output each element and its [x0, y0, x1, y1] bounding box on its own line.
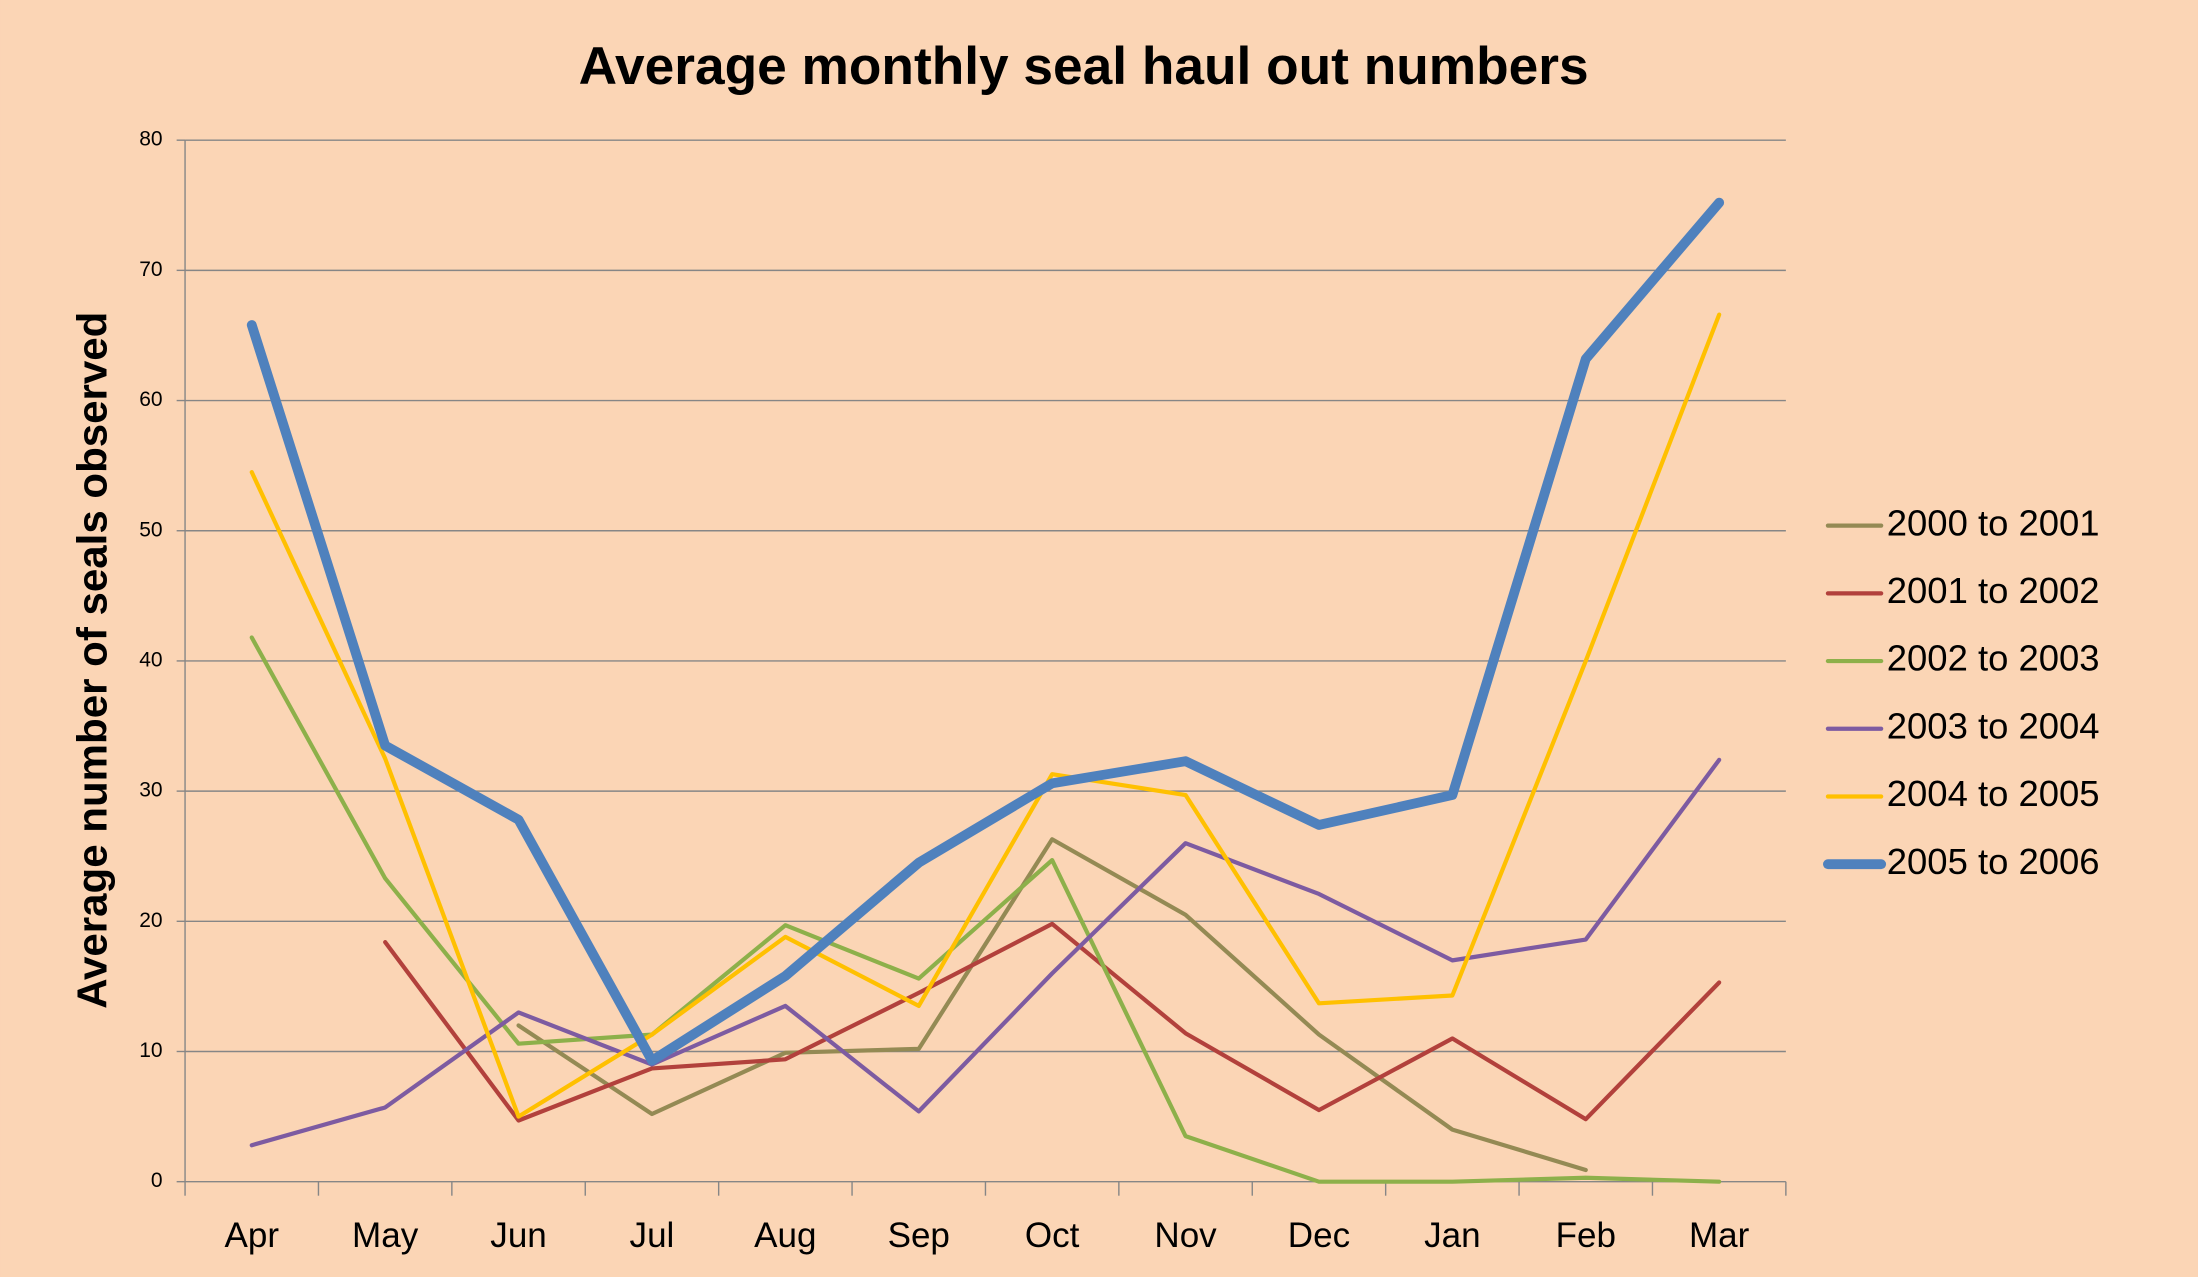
legend-label: 2001 to 2002 [1887, 570, 2100, 611]
series-line [383, 921, 1722, 1123]
series-line [249, 635, 1722, 1184]
y-tick-label: 20 [139, 909, 162, 932]
x-tick-label: Mar [1689, 1216, 1750, 1255]
x-tick-label: Jul [630, 1216, 675, 1255]
legend-label: 2005 to 2006 [1887, 841, 2100, 882]
series-line [246, 197, 1725, 1066]
y-tick-label: 0 [151, 1169, 163, 1192]
chart-title: Average monthly seal haul out numbers [579, 37, 1589, 96]
y-tick-label: 60 [139, 388, 162, 411]
x-tick-label: Aug [754, 1216, 816, 1255]
series-line [249, 312, 1722, 1119]
x-tick-label: Nov [1154, 1216, 1217, 1255]
x-tick-label: Oct [1025, 1216, 1080, 1255]
legend-label: 2002 to 2003 [1887, 638, 2100, 679]
y-axis-label: Average number of seals observed [68, 312, 115, 1009]
legend-label: 2003 to 2004 [1887, 705, 2100, 746]
x-tick-label: Sep [888, 1216, 950, 1255]
x-tick-label: Apr [224, 1216, 279, 1255]
x-tick-label: Jun [490, 1216, 546, 1255]
legend-label: 2004 to 2005 [1887, 773, 2100, 814]
x-tick-label: Jan [1424, 1216, 1480, 1255]
y-tick-label: 50 [139, 518, 162, 541]
y-tick-label: 80 [139, 128, 162, 151]
y-tick-label: 10 [139, 1039, 162, 1062]
series-line [516, 837, 1588, 1173]
legend-label: 2000 to 2001 [1887, 502, 2100, 543]
y-tick-label: 70 [139, 258, 162, 281]
x-tick-label: May [352, 1216, 419, 1255]
y-tick-label: 30 [139, 779, 162, 802]
x-tick-label: Dec [1288, 1216, 1350, 1255]
x-tick-label: Feb [1556, 1216, 1616, 1255]
series-line [249, 757, 1722, 1148]
y-tick-label: 40 [139, 648, 162, 671]
